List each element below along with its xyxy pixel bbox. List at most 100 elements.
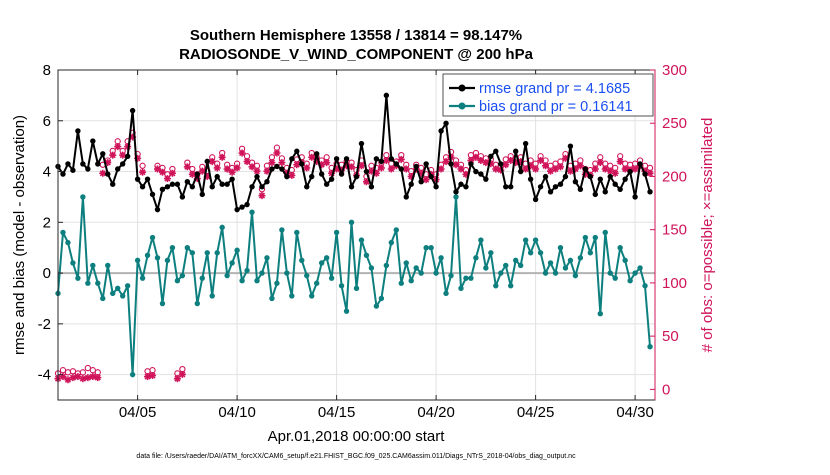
bias-point [388,239,395,246]
rmse-series [55,92,653,213]
obs-assimilated-point [616,158,624,166]
bias-point [572,272,579,279]
y-tick-label-left-3: 2 [43,214,51,231]
obs-assimilated-point [168,169,176,177]
bias-point [254,277,260,284]
rmse-point [333,156,340,162]
obs-assimilated-point [84,374,92,382]
rmse-point [264,178,270,185]
bias-point [95,280,101,286]
rmse-point [65,161,71,167]
bias-point [164,257,171,264]
rmse-point [259,184,265,190]
bias-point [622,257,628,264]
legend-box [442,73,654,117]
rmse-point [244,201,250,208]
rmse-point [318,171,325,177]
obs-assimilated-point [183,163,191,171]
obs-assimilated-point [173,375,181,383]
bias-point [607,270,613,276]
bias-point [234,247,240,253]
bias-point [189,250,196,256]
bias-point [348,219,355,226]
obs-assimilated-point [263,167,271,175]
obs-assimilated-point [273,149,281,157]
bias-point [473,255,479,261]
rmse-point [547,189,554,195]
rmse-point [194,171,200,177]
bias-point [612,275,618,281]
obs-possible-point [59,367,67,374]
rmse-point [557,181,564,187]
y-tick-label-right-6: 300 [662,62,687,79]
rmse-point [219,181,225,187]
bias-point [184,244,191,251]
bias-point [274,280,280,286]
rmse-point [115,166,121,172]
axis-ticks: 04/05 04/10 04/15 04/20 04/25 04/30 -4 -2 0 2 4 6 8 0… [38,62,687,421]
bias-point [617,244,623,251]
bias-point [478,237,484,243]
obs-assimilated-point [646,169,654,177]
rmse-point [289,156,295,162]
rmse-point [348,184,355,190]
y-tick-label-right-0: 0 [662,381,670,398]
bias-point [383,262,390,269]
obs-assimilated-point [377,164,385,172]
bias-point [423,244,429,251]
rmse-point [567,143,574,149]
bias-point [304,272,310,279]
rmse-point [159,186,166,193]
bias-point [627,277,633,284]
bias-point [194,300,200,307]
bias-point [115,285,121,292]
obs-assimilated-point [109,151,117,159]
bias-point [249,209,255,215]
rmse-point [90,138,96,144]
rmse-point [214,173,220,180]
obs-assimilated-point [323,159,331,167]
rmse-point [139,184,146,190]
rmse-point [458,181,464,187]
rmse-point [532,196,539,203]
rmse-point [582,166,589,172]
bias-point [438,255,444,261]
obs-assimilated-point [611,169,619,177]
rmse-point [393,161,399,167]
bias-point [309,293,315,299]
bias-point [328,275,335,281]
bias-point [279,227,285,233]
y-axis-label-left: rmse and bias (model - observation) [11,115,28,355]
obs-assimilated-point [502,161,510,169]
bias-point [503,262,509,269]
bias-point [552,270,559,276]
y-tick-label-left-1: -2 [38,316,51,333]
obs-assimilated-point [218,153,226,161]
obs-assimilated-point [94,374,102,382]
bias-point [100,295,106,302]
bias-point [632,270,638,276]
bias-point [314,280,320,286]
rmse-point [189,184,196,190]
rmse-point [612,181,618,187]
obs-possible-point [69,368,77,375]
rmse-point [249,184,255,190]
rmse-point [522,140,529,147]
bias-point [368,265,375,271]
y-tick-label-right-3: 150 [662,222,687,239]
obs-assimilated-point [228,168,236,176]
legend-rmse-marker [458,84,466,92]
obs-assimilated-point [119,151,127,159]
rmse-point [602,189,608,195]
bias-point [264,255,270,261]
rmse-point [478,171,484,177]
rmse-point [304,184,310,190]
rmse-point [144,176,151,182]
rmse-point [383,92,390,99]
rmse-point [542,173,549,180]
x-tick-label-2: 04/15 [318,404,356,421]
rmse-point [552,184,559,190]
rmse-point [483,176,489,182]
rmse-point [129,107,136,114]
